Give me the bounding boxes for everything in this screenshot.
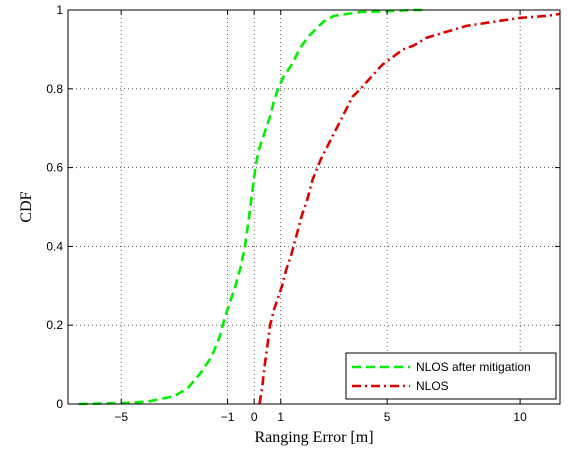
x-tick-label: 5	[384, 410, 391, 424]
y-tick-label: 0.8	[46, 82, 63, 96]
legend-label: NLOS after mitigation	[416, 360, 531, 374]
x-tick-label: −1	[221, 410, 235, 424]
plot-frame	[67, 9, 561, 405]
legend-label: NLOS	[416, 379, 449, 393]
y-tick-label: 0	[56, 397, 63, 411]
legend: NLOS after mitigation NLOS	[345, 352, 557, 400]
y-tick-label: 0.2	[46, 318, 63, 332]
y-tick-label: 1	[56, 3, 63, 17]
y-tick-label: 0.4	[46, 239, 63, 253]
y-tick-label: 0.6	[46, 161, 63, 175]
y-axis-title: CDF	[18, 191, 35, 222]
series-line-nlos	[258, 12, 561, 405]
tick-layer: −5 −1 0 1 5 10 0 0.2 0.4 0.6 0.8 1	[46, 3, 560, 424]
x-tick-label: 1	[277, 410, 284, 424]
legend-box	[345, 352, 557, 400]
x-tick-label: −5	[114, 410, 128, 424]
x-tick-label: 10	[513, 410, 527, 424]
x-axis-title: Ranging Error [m]	[254, 429, 373, 446]
series-line-nlos-after-mitigation	[78, 8, 427, 406]
grid-layer	[68, 9, 560, 405]
series-layer	[78, 8, 561, 406]
x-tick-label: 0	[251, 410, 258, 424]
